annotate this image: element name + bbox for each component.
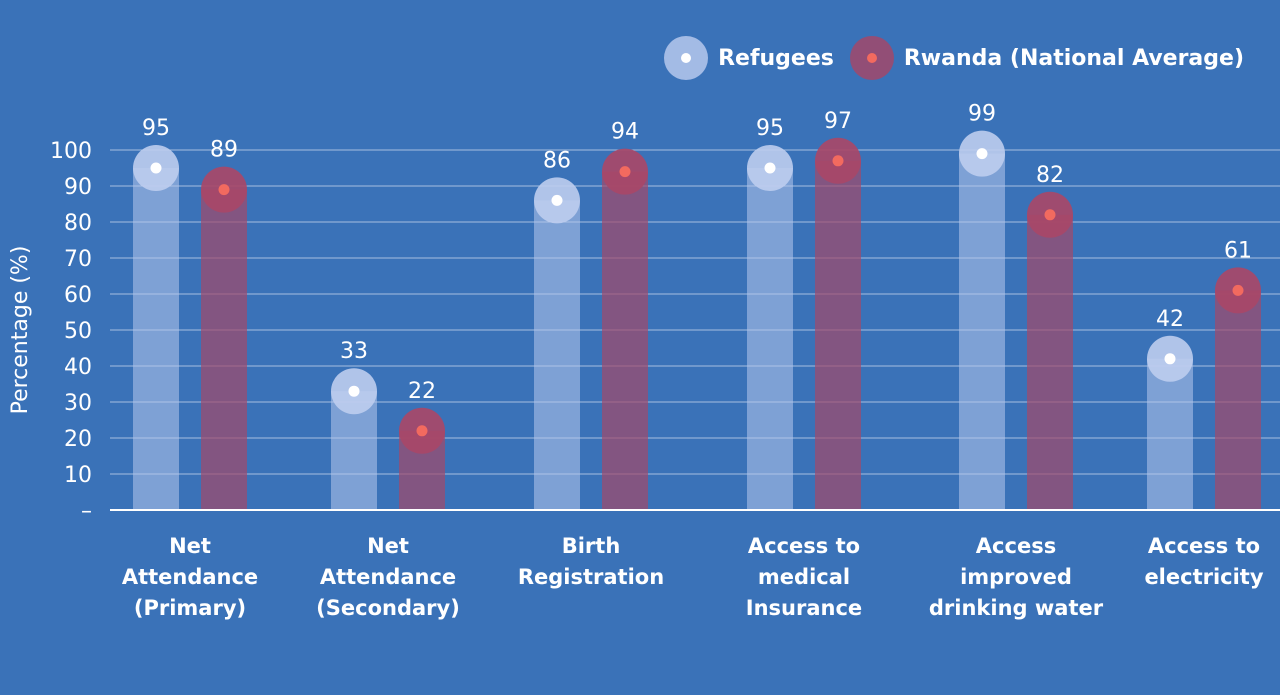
legend: Refugees Rwanda (National Average) — [664, 36, 1244, 80]
bar-dot-refugees — [976, 148, 988, 160]
bar-rwanda — [1027, 214, 1073, 511]
legend-label-refugees: Refugees — [718, 45, 834, 71]
y-tick-label: – — [81, 499, 92, 524]
y-tick-label: 10 — [64, 463, 92, 488]
bar-rwanda — [201, 189, 247, 510]
x-category-label: (Primary) — [134, 596, 246, 620]
data-label-refugees: 99 — [968, 102, 996, 127]
data-label-rwanda: 89 — [210, 138, 238, 163]
bar-refugees — [534, 200, 580, 510]
x-category-label: Insurance — [746, 596, 862, 620]
bar-refugees — [133, 168, 179, 510]
y-tick-label: 70 — [64, 247, 92, 272]
bar-dot-rwanda — [832, 155, 844, 167]
x-category-label: improved — [960, 565, 1072, 589]
bar-dot-refugees — [150, 162, 162, 174]
x-category-label: Access to — [748, 534, 860, 558]
bar-rwanda — [1215, 290, 1261, 510]
x-category-label: Access to — [1148, 534, 1260, 558]
bar-dot-refugees — [764, 162, 776, 174]
x-category-label: Net — [367, 534, 409, 558]
y-tick-label: 50 — [64, 319, 92, 344]
bar-refugees — [1147, 358, 1193, 510]
x-category-label: Attendance — [122, 565, 258, 589]
data-label-refugees: 42 — [1156, 307, 1184, 332]
legend-swatch-refugees — [664, 36, 709, 80]
legend-item-refugees: Refugees — [664, 36, 834, 80]
bar-dot-rwanda — [218, 184, 230, 196]
y-tick-label: 90 — [64, 175, 92, 200]
x-category-label: Access — [976, 534, 1056, 558]
bar-rwanda — [602, 171, 648, 510]
bar-dot-refugees — [551, 194, 563, 206]
data-label-refugees: 33 — [340, 339, 368, 364]
y-axis-label: Percentage (%) — [8, 246, 33, 415]
bar-dot-refugees — [348, 385, 360, 397]
x-category-label: (Secondary) — [316, 596, 460, 620]
data-label-rwanda: 61 — [1224, 238, 1252, 263]
data-label-rwanda: 82 — [1036, 163, 1064, 188]
x-category-label: medical — [758, 565, 850, 589]
y-tick-label: 20 — [64, 427, 92, 452]
legend-label-rwanda: Rwanda (National Average) — [903, 45, 1244, 71]
data-label-refugees: 95 — [142, 116, 170, 141]
data-label-rwanda: 22 — [408, 379, 436, 404]
y-tick-label: 100 — [50, 139, 92, 164]
bar-dot-rwanda — [416, 425, 428, 437]
data-label-refugees: 86 — [543, 148, 571, 173]
x-category-label: Attendance — [320, 565, 456, 589]
data-label-refugees: 95 — [756, 116, 784, 141]
y-tick-label: 40 — [64, 355, 92, 380]
x-category-label: Birth — [562, 534, 621, 558]
data-label-rwanda: 94 — [611, 120, 639, 145]
bar-rwanda — [815, 160, 861, 511]
bar-refugees — [747, 168, 793, 510]
legend-dot-icon — [681, 53, 692, 63]
x-category-label: Registration — [518, 565, 664, 589]
bar-refugees — [959, 153, 1005, 510]
bar-dot-rwanda — [1232, 284, 1244, 296]
bar-dot-rwanda — [1044, 209, 1056, 221]
legend-dot-icon — [866, 53, 877, 63]
x-category-label: drinking water — [929, 596, 1104, 620]
bar-dot-rwanda — [619, 166, 631, 178]
bar-dot-refugees — [1164, 353, 1176, 365]
y-tick-label: 30 — [64, 391, 92, 416]
legend-swatch-rwanda — [849, 36, 894, 80]
legend-item-rwanda: Rwanda (National Average) — [849, 36, 1244, 80]
y-tick-label: 60 — [64, 283, 92, 308]
data-label-rwanda: 97 — [824, 109, 852, 134]
x-category-label: Net — [169, 534, 211, 558]
x-category-label: electricity — [1144, 565, 1263, 589]
y-tick-label: 80 — [64, 211, 92, 236]
